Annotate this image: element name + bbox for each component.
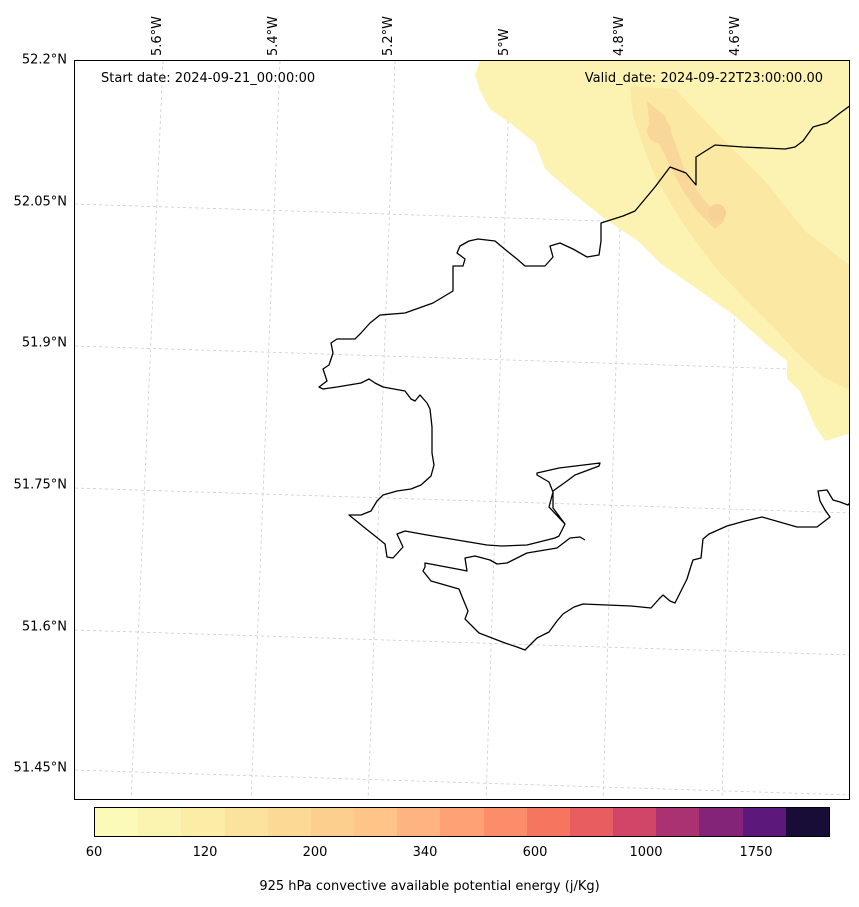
lon-label: 5.6°W (150, 15, 165, 56)
coastline (318, 105, 849, 651)
colorbar-segment (354, 808, 398, 836)
lon-label: 4.8°W (612, 15, 627, 56)
colorbar-tick-label: 1750 (739, 845, 773, 860)
lat-label: 52.05°N (13, 194, 67, 210)
cape-field (410, 61, 849, 441)
valid-date-label: Valid_date: 2024-09-22T23:00:00.00 (584, 71, 823, 86)
colorbar-segment (526, 808, 570, 836)
colorbar-segment (656, 808, 700, 836)
map-panel (74, 60, 850, 800)
lon-label: 5.2°W (381, 15, 396, 56)
colorbar-tick-label: 120 (192, 845, 218, 860)
colorbar-segment (95, 808, 139, 836)
colorbar-segment (138, 808, 182, 836)
map-canvas (75, 61, 849, 799)
colorbar-tick-label: 60 (85, 845, 103, 860)
colorbar-segment (699, 808, 743, 836)
lat-label: 51.9°N (21, 335, 67, 351)
colorbar-segment (785, 808, 829, 836)
gridline-lat (75, 629, 849, 656)
coastline-north (318, 105, 849, 559)
lon-label: 4.6°W (728, 15, 743, 56)
gridline-lon (250, 61, 281, 799)
colorbar-segment (267, 808, 311, 836)
lon-label: 5°W (497, 28, 512, 56)
colorbar-tick-label: 1000 (629, 845, 663, 860)
cape-field-mid (630, 86, 849, 390)
lat-label: 51.45°N (13, 760, 67, 776)
colorbar-segment (569, 808, 614, 836)
gridline-lat (75, 487, 849, 514)
colorbar-segment (224, 808, 268, 836)
colorbar-segment (397, 808, 441, 836)
colorbar-segment (440, 808, 484, 836)
colorbar-segment (483, 808, 527, 836)
colorbar-tick-label: 200 (302, 845, 328, 860)
colorbar-tick-label: 340 (412, 845, 438, 860)
colorbar-tick-label: 600 (522, 845, 548, 860)
gridline-lon (367, 61, 396, 799)
colorbar-segment (310, 808, 355, 836)
colorbar-segment (742, 808, 786, 836)
start-date-label: Start date: 2024-09-21_00:00:00 (101, 71, 316, 86)
cape-field-high (708, 204, 726, 222)
colorbar-segment (613, 808, 657, 836)
lat-label: 52.2°N (21, 52, 67, 68)
colorbar-segment (181, 808, 225, 836)
lon-label: 5.4°W (266, 15, 281, 56)
lat-label: 51.6°N (21, 619, 67, 635)
coastline-south (422, 489, 849, 651)
gridline-lon (130, 61, 164, 799)
gridline-lon (485, 61, 511, 799)
colorbar (94, 807, 830, 837)
cape-field-high (647, 119, 671, 143)
colorbar-label: 925 hPa convective available potential e… (259, 879, 600, 894)
gridline-lat (75, 769, 849, 796)
lat-label: 51.75°N (13, 477, 67, 493)
